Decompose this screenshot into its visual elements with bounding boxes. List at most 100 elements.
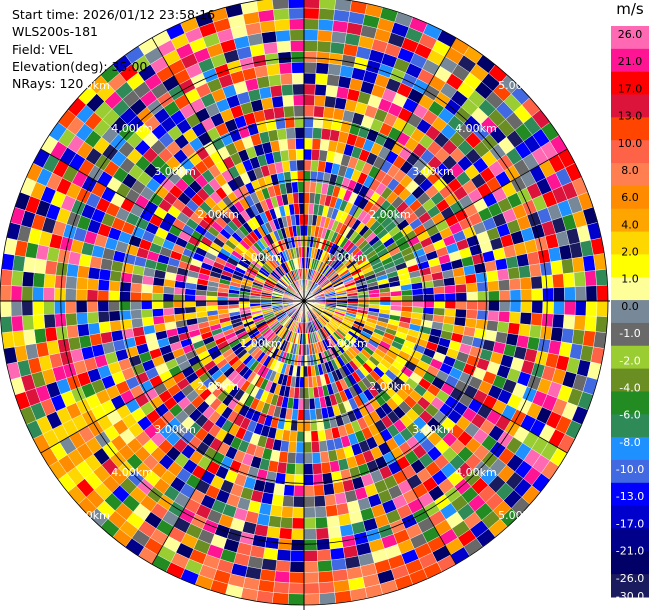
velocity-gate (314, 84, 327, 96)
velocity-gate (286, 452, 297, 464)
velocity-gate (486, 270, 499, 282)
velocity-gate (184, 294, 196, 302)
velocity-gate (294, 474, 305, 486)
velocity-gate (552, 313, 565, 329)
velocity-gate (266, 63, 281, 76)
velocity-gate (303, 539, 318, 551)
velocity-gate (476, 309, 489, 321)
velocity-gate (293, 203, 300, 215)
range-ring-label: 3.00km (412, 423, 454, 436)
velocity-gate (312, 127, 323, 140)
velocity-gate (312, 116, 324, 129)
velocity-gate (261, 30, 277, 44)
velocity-gate (55, 325, 69, 341)
velocity-gate (295, 137, 305, 150)
range-ring-label: 4.00km (111, 466, 153, 479)
range-ring-label: 4.00km (111, 122, 153, 135)
velocity-gate (542, 287, 554, 302)
colorbar-tick-label: -10.0 (616, 463, 644, 476)
velocity-gate (464, 273, 477, 285)
velocity-gate (291, 517, 305, 530)
velocity-gate (120, 319, 133, 331)
velocity-gate (595, 316, 608, 333)
velocity-gate (257, 9, 275, 23)
velocity-gate (550, 259, 564, 276)
colorbar-swatch (611, 254, 649, 278)
velocity-gate (327, 63, 342, 76)
velocity-gate (269, 504, 283, 518)
colorbar: 26.0 21.0 17.0 13.0 10.0 8.0 6.0 4.0 2.0 1.0 0.0 -1… (611, 26, 649, 603)
velocity-gate (303, 18, 319, 31)
velocity-gate (10, 300, 23, 317)
colorbar-unit: m/s (616, 0, 644, 18)
velocity-gate (297, 170, 305, 182)
velocity-gate (333, 579, 351, 593)
velocity-gate (571, 256, 585, 273)
velocity-gate (87, 311, 99, 324)
colorbar-swatch (611, 505, 649, 529)
velocity-gate (314, 94, 326, 107)
velocity-gate (43, 300, 55, 315)
colorbar-tick-label: -17.0 (616, 517, 644, 530)
velocity-gate (315, 62, 330, 75)
velocity-gate (278, 138, 289, 152)
velocity-gate (98, 268, 112, 281)
velocity-gate (316, 51, 331, 64)
velocity-gate (32, 314, 46, 330)
velocity-gate (293, 94, 305, 106)
velocity-gate (274, 18, 290, 32)
colorbar-swatch (611, 140, 649, 164)
velocity-gate (303, 452, 313, 465)
velocity-gate (21, 286, 34, 302)
velocity-gate (519, 312, 532, 325)
velocity-gate (119, 309, 132, 321)
velocity-gate (303, 496, 315, 508)
velocity-gate (329, 547, 346, 561)
velocity-gate (278, 527, 293, 540)
colorbar-swatch (611, 94, 649, 118)
velocity-gate (293, 496, 305, 508)
velocity-gate (141, 316, 155, 327)
velocity-gate (299, 376, 305, 389)
velocity-gate (303, 430, 312, 443)
range-ring-label: 1.00km (326, 251, 368, 264)
velocity-gate (262, 41, 279, 55)
azimuth-spoke (40, 148, 305, 302)
velocity-gate (520, 300, 533, 314)
velocity-gate (311, 138, 322, 150)
velocity-gate (550, 326, 564, 343)
velocity-gate (541, 313, 554, 328)
velocity-gate (318, 18, 334, 32)
colorbar-tick-label: -2.0 (619, 354, 640, 367)
range-ring-label: 1.00km (240, 251, 282, 264)
velocity-gate (552, 273, 565, 289)
colorbar-swatch (611, 414, 649, 438)
velocity-gate (206, 300, 218, 307)
velocity-gate (257, 579, 275, 593)
velocity-gate (541, 274, 554, 289)
range-ring-label: 2.00km (369, 380, 411, 393)
colorbar-swatch (611, 459, 649, 484)
colorbar-swatch (611, 482, 649, 507)
velocity-gate (289, 18, 305, 31)
velocity-gate (444, 284, 456, 294)
velocity-gate (303, 506, 316, 519)
velocity-gate (401, 295, 413, 302)
velocity-gate (487, 280, 500, 292)
velocity-gate (195, 300, 207, 307)
velocity-gate (163, 314, 176, 324)
velocity-gate (173, 307, 186, 315)
colorbar-tick-label: -4.0 (619, 381, 640, 394)
velocity-gate (475, 271, 488, 283)
velocity-gate (332, 568, 349, 582)
velocity-gate (496, 268, 510, 281)
colorbar-tick-label: 17.0 (618, 82, 643, 95)
velocity-gate (332, 20, 349, 34)
velocity-gate (184, 306, 197, 314)
velocity-gate (303, 61, 317, 74)
velocity-gate (65, 312, 78, 327)
velocity-gate (173, 294, 185, 302)
velocity-gate (539, 325, 553, 341)
velocity-gate (509, 300, 522, 313)
